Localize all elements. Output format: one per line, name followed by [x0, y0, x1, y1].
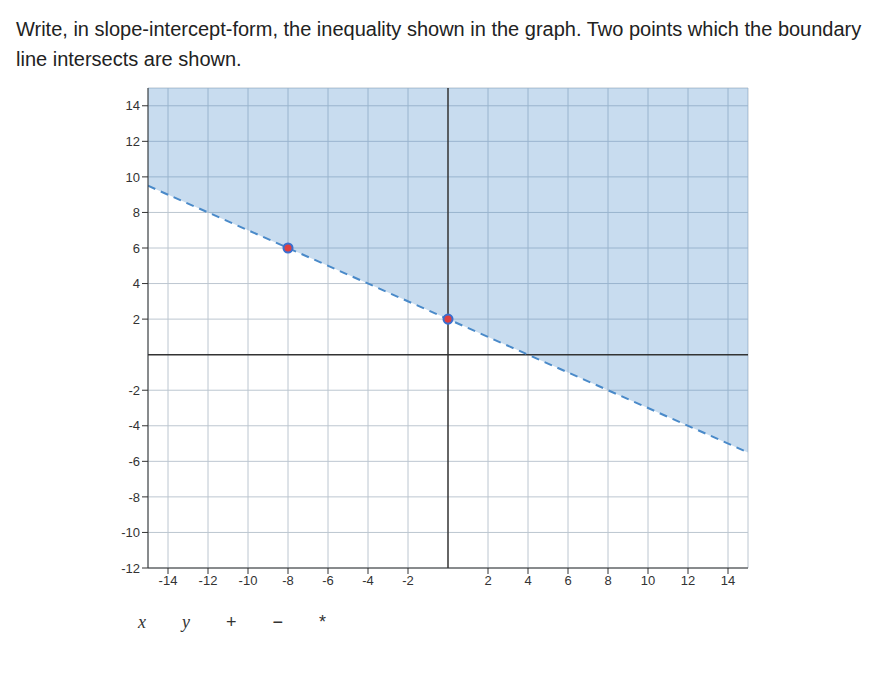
- svg-text:-12: -12: [199, 573, 218, 588]
- svg-text:-8: -8: [128, 490, 140, 505]
- svg-text:-2: -2: [128, 383, 140, 398]
- svg-text:-10: -10: [239, 573, 258, 588]
- svg-text:12: 12: [126, 134, 140, 149]
- svg-text:-14: -14: [159, 573, 178, 588]
- html-text:x: x: [138, 612, 146, 632]
- svg-text:2: 2: [133, 312, 140, 327]
- svg-text:-12: -12: [121, 561, 140, 576]
- html-text:Write, in slope-intercept-form: Write, in slope-intercept-form, the ineq…: [16, 18, 862, 70]
- svg-text:-2: -2: [402, 573, 414, 588]
- svg-text:-8: -8: [282, 573, 294, 588]
- svg-text:2: 2: [484, 573, 491, 588]
- svg-text:-4: -4: [362, 573, 374, 588]
- svg-text:4: 4: [524, 573, 531, 588]
- svg-text:8: 8: [133, 205, 140, 220]
- svg-text:-6: -6: [322, 573, 334, 588]
- svg-text:6: 6: [133, 241, 140, 256]
- svg-text:-4: -4: [128, 418, 140, 433]
- svg-text:14: 14: [721, 573, 735, 588]
- svg-text:6: 6: [564, 573, 571, 588]
- svg-text:12: 12: [681, 573, 695, 588]
- svg-text:14: 14: [126, 98, 140, 113]
- html-text:y: y: [182, 612, 190, 632]
- svg-text:10: 10: [126, 170, 140, 185]
- svg-text:-6: -6: [128, 454, 140, 469]
- svg-text:8: 8: [604, 573, 611, 588]
- svg-text:-10: -10: [121, 525, 140, 540]
- svg-text:4: 4: [133, 276, 140, 291]
- svg-text:10: 10: [641, 573, 655, 588]
